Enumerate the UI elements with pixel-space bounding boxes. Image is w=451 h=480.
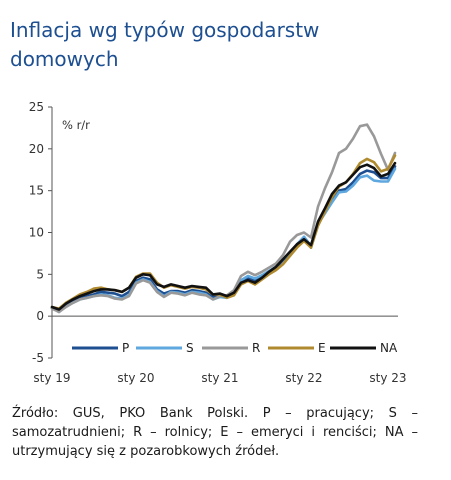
y-tick-label: 15 bbox=[29, 184, 44, 198]
x-tick-label: sty 19 bbox=[33, 371, 70, 385]
y-tick-label: 25 bbox=[29, 100, 44, 114]
source-note: Źródło: GUS, PKO Bank Polski. P – pracuj… bbox=[12, 406, 418, 459]
x-tick-label: sty 22 bbox=[285, 371, 322, 385]
chart-series bbox=[50, 123, 397, 314]
legend-label-e: E bbox=[318, 341, 326, 355]
series-line-r bbox=[50, 123, 397, 314]
x-tick-label: sty 20 bbox=[117, 371, 154, 385]
legend-label-s: S bbox=[186, 341, 194, 355]
chart-axes: -5 0 5 10 15 20 25 % r/r sty 19 sty 20 sty 21 sty 2… bbox=[29, 100, 407, 385]
y-tick-label: 20 bbox=[29, 142, 44, 156]
y-tick-label: 10 bbox=[29, 226, 44, 240]
legend-label-p: P bbox=[122, 341, 129, 355]
y-tick-label: 0 bbox=[36, 309, 44, 323]
chart-legend: P S R E NA bbox=[72, 341, 398, 355]
x-tick-label: sty 21 bbox=[201, 371, 238, 385]
line-chart: -5 0 5 10 15 20 25 % r/r sty 19 sty 20 sty 21 sty 2… bbox=[29, 100, 407, 385]
y-tick-label: -5 bbox=[32, 351, 44, 365]
y-unit-label: % r/r bbox=[62, 118, 90, 132]
series-line-na bbox=[50, 161, 397, 311]
y-tick-label: 5 bbox=[36, 267, 44, 281]
legend-label-r: R bbox=[252, 341, 260, 355]
series-line-e bbox=[50, 154, 397, 310]
legend-label-na: NA bbox=[380, 341, 398, 355]
chart-title: Inflacja wg typów gospodarstw domowych bbox=[10, 18, 320, 71]
x-tick-label: sty 23 bbox=[369, 371, 406, 385]
